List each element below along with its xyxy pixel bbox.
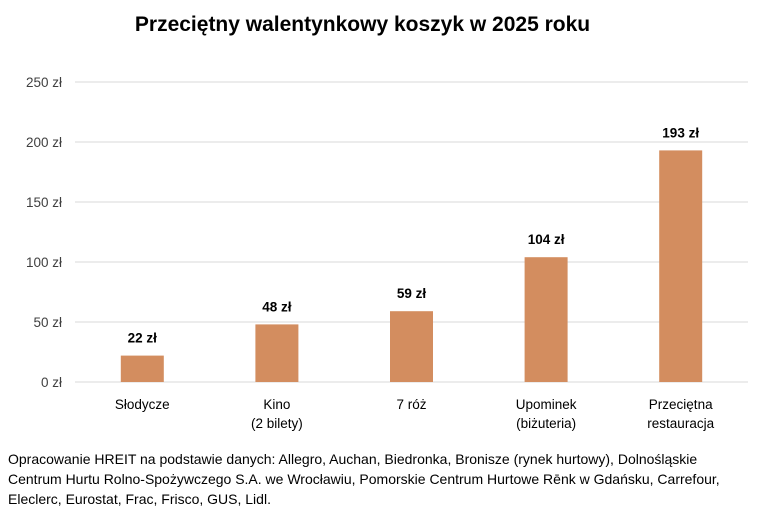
data-label: 22 zł [128,331,158,346]
y-tick-label: 200 zł [26,135,62,150]
x-tick-label: 7 róż [396,397,426,412]
bar [390,311,433,382]
x-tick-label: (2 bilety) [251,416,303,431]
data-label: 48 zł [262,299,292,314]
data-labels: 22 zł 48 zł 59 zł 104 zł 193 zł [128,125,700,345]
data-label: 104 zł [528,232,565,247]
y-tick-label: 0 zł [41,375,62,390]
data-label: 59 zł [397,286,427,301]
bars [120,150,703,382]
x-tick-label: Kino [263,397,290,412]
bar [524,257,568,382]
data-label: 193 zł [662,125,699,140]
y-tick-label: 150 zł [26,195,62,210]
x-tick-label: Słodycze [115,397,170,412]
x-tick-label: (biżuteria) [516,416,576,431]
y-axis: 0 zł 50 zł 100 zł 150 zł 200 zł 250 zł [26,75,62,390]
x-tick-label: Przeciętna [649,397,713,412]
x-tick-label: Upominek [516,397,577,412]
bar [120,355,164,382]
y-tick-label: 100 zł [26,255,62,270]
chart-title: Przeciętny walentynkowy koszyk w 2025 ro… [134,13,591,36]
bar [659,150,703,382]
x-axis: Słodycze Kino (2 bilety) 7 róż Upominek (biżu… [115,397,715,431]
x-tick-label: restauracja [647,416,714,431]
bar-chart: 0 zł 50 zł 100 zł 150 zł 200 zł 250 zł 22 zł 4… [26,75,748,431]
bar [255,324,299,382]
y-tick-label: 250 zł [26,75,62,90]
source-note: Opracowanie HREIT na podstawie danych: A… [8,451,720,507]
y-tick-label: 50 zł [33,315,62,330]
